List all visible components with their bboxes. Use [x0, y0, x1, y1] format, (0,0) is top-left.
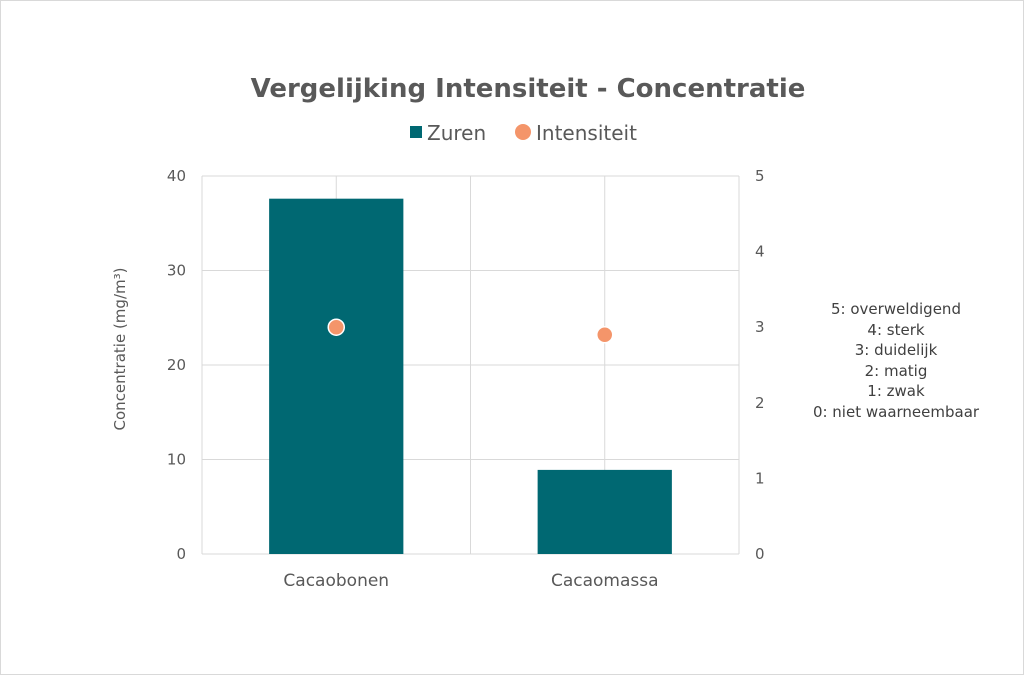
- left-tick-label: 30: [167, 262, 186, 280]
- intensity-scale-note: 5: overweldigend 4: sterk 3: duidelijk 2…: [791, 299, 1001, 423]
- legend-label-zuren: Zuren: [427, 121, 486, 145]
- scale-note-line: 2: matig: [864, 361, 928, 380]
- legend-swatch-zuren: [410, 126, 422, 138]
- scale-note-line: 0: niet waarneembaar: [812, 402, 980, 421]
- right-tick-label: 0: [755, 545, 765, 563]
- bar-cacaobonen: [269, 198, 404, 554]
- left-axis-ticks: 0 10 20 30 40: [167, 167, 186, 563]
- y-axis-title: Concentratie (mg/m³): [111, 268, 129, 431]
- scale-note-line: 1: zwak: [867, 382, 925, 401]
- right-axis-ticks: 0 1 2 3 4 5: [755, 167, 765, 563]
- category-label-cacaobonen: Cacaobonen: [283, 571, 389, 591]
- right-tick-label: 4: [755, 243, 765, 261]
- bar-series: [269, 198, 672, 554]
- left-tick-label: 20: [167, 356, 186, 374]
- right-tick-label: 5: [755, 167, 765, 185]
- chart-title: Vergelijking Intensiteit - Concentratie: [251, 74, 806, 104]
- left-tick-label: 10: [167, 451, 186, 469]
- bar-cacaomassa: [537, 469, 672, 554]
- right-tick-label: 1: [755, 469, 765, 487]
- legend-marker-intensiteit: [515, 124, 531, 140]
- point-intensiteit-cacaomassa: [596, 326, 614, 344]
- right-tick-label: 3: [755, 318, 765, 336]
- category-labels: Cacaobonen Cacaomassa: [283, 571, 658, 591]
- point-series: [327, 318, 614, 344]
- left-tick-label: 0: [176, 545, 186, 563]
- legend-label-intensiteit: Intensiteit: [536, 121, 637, 145]
- right-tick-label: 2: [755, 394, 765, 412]
- scale-note-line: 5: overweldigend: [831, 300, 961, 318]
- point-intensiteit-cacaobonen: [327, 318, 345, 336]
- category-label-cacaomassa: Cacaomassa: [551, 571, 659, 591]
- scale-note-line: 3: duidelijk: [854, 341, 938, 360]
- legend: Zuren Intensiteit: [410, 121, 637, 145]
- scale-note-line: 4: sterk: [867, 320, 925, 339]
- left-tick-label: 40: [167, 167, 186, 185]
